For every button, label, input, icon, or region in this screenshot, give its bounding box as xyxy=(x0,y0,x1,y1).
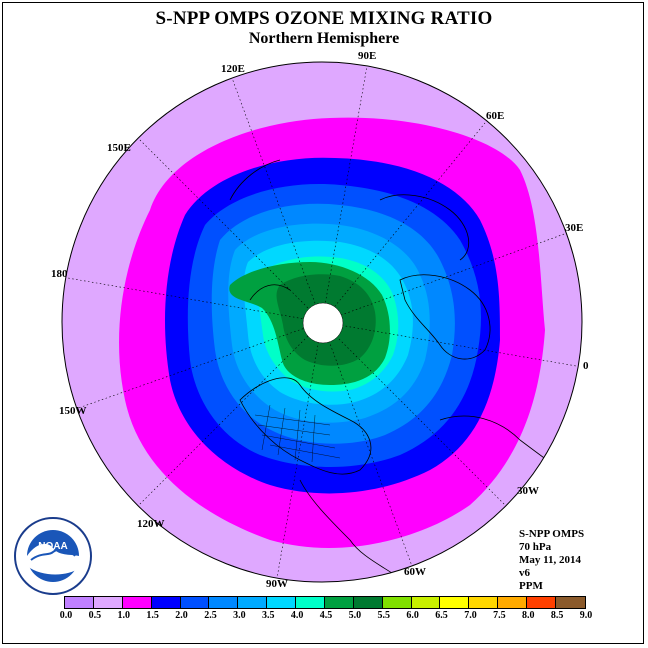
colorbar-ticks: 0.0 0.5 1.0 1.5 2.0 2.5 3.0 3.5 4.0 4.5 5.0 5.5 6.0 6… xyxy=(0,610,648,624)
colorbar-tick-label: 3.0 xyxy=(233,610,246,621)
colorbar-segment xyxy=(440,597,470,608)
lon-label-150e: 150E xyxy=(107,142,131,154)
colorbar-tick-label: 7.5 xyxy=(493,610,506,621)
map-title: S-NPP OMPS OZONE MIXING RATIO xyxy=(155,8,493,29)
colorbar-tick-label: 2.0 xyxy=(175,610,188,621)
colorbar-tick-label: 0.0 xyxy=(59,610,73,621)
colorbar-segment xyxy=(122,597,152,608)
colorbar xyxy=(64,596,586,609)
lon-label-30w: 30W xyxy=(517,485,539,497)
map-subtitle: Northern Hemisphere xyxy=(248,30,400,47)
lon-label-120w: 120W xyxy=(137,518,165,530)
info-version: v6 xyxy=(519,567,530,579)
lon-label-150w: 150W xyxy=(59,405,87,417)
colorbar-segment xyxy=(180,597,210,608)
colorbar-segment xyxy=(267,597,296,608)
colorbar-segment xyxy=(238,597,268,608)
info-units: PPM xyxy=(519,580,543,592)
lon-label-120e: 120E xyxy=(221,63,245,75)
colorbar-segment xyxy=(382,597,412,608)
colorbar-tick-label: 7.0 xyxy=(464,610,477,621)
noaa-logo: NOAA xyxy=(14,517,92,595)
colorbar-tick-label: 1.5 xyxy=(146,610,159,621)
lon-label-90e: 90E xyxy=(358,50,377,62)
colorbar-tick-label: 5.0 xyxy=(348,610,362,621)
colorbar-tick-label: 6.5 xyxy=(435,610,448,621)
colorbar-segment xyxy=(469,597,499,608)
info-date: May 11, 2014 xyxy=(519,554,582,566)
lon-label-0: 0 xyxy=(583,360,589,372)
colorbar-tick-label: 5.5 xyxy=(377,610,391,621)
colorbar-tick-label: 4.5 xyxy=(319,610,333,621)
noaa-logo-text: NOAA xyxy=(38,541,67,552)
lon-label-30e: 30E xyxy=(565,222,584,234)
colorbar-segment xyxy=(296,597,325,608)
colorbar-tick-label: 1.0 xyxy=(117,610,131,621)
colorbar-tick-label: 8.5 xyxy=(550,610,564,621)
colorbar-tick-label: 4.0 xyxy=(290,610,304,621)
polar-data-gap xyxy=(302,302,344,344)
colorbar-tick-label: 8.0 xyxy=(521,610,535,621)
colorbar-tick-label: 2.5 xyxy=(204,610,217,621)
colorbar-segment xyxy=(93,597,123,608)
colorbar-tick-label: 6.0 xyxy=(406,610,419,621)
info-instrument: S-NPP OMPS xyxy=(519,528,585,540)
lon-label-180: 180 xyxy=(51,268,68,280)
colorbar-tick-label: 0.5 xyxy=(88,610,102,621)
colorbar-segment xyxy=(411,597,441,608)
colorbar-segment xyxy=(151,597,181,608)
colorbar-segment xyxy=(353,597,383,608)
colorbar-tick-label: 3.5 xyxy=(261,610,275,621)
lon-label-90w: 90W xyxy=(266,578,288,590)
info-block: S-NPP OMPS 70 hPa May 11, 2014 v6 PPM xyxy=(519,528,584,593)
colorbar-tick-label: 9.0 xyxy=(579,610,593,621)
state-borders xyxy=(254,404,341,463)
colorbar-segment xyxy=(498,597,527,608)
colorbar-segment xyxy=(209,597,239,608)
meridians xyxy=(62,65,582,579)
map-boundary xyxy=(61,61,583,583)
colorbar-segment xyxy=(65,597,94,608)
lon-label-60e: 60E xyxy=(486,110,505,122)
lon-label-60w: 60W xyxy=(404,566,426,578)
colorbar-segment xyxy=(324,597,354,608)
colorbar-segment xyxy=(527,597,556,608)
info-level: 70 hPa xyxy=(519,541,552,553)
colorbar-segment xyxy=(555,597,585,608)
